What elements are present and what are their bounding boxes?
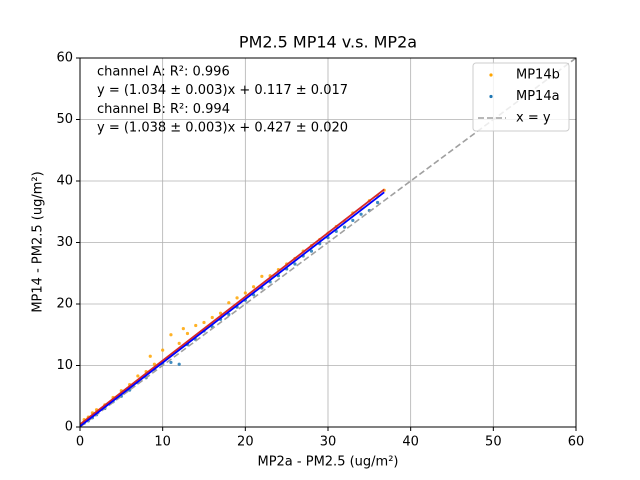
legend-marker [489,73,493,77]
y-axis-label: MP14 - PM2.5 (ug/m²) [31,171,46,312]
point [161,348,165,352]
x-tick-label: 0 [76,435,84,450]
point [185,331,190,336]
y-tick-label: 0 [65,420,73,435]
point [148,354,152,358]
legend-label: MP14b [516,68,560,83]
point [177,341,181,345]
point [359,212,363,216]
point [376,200,380,205]
legend-label: x = y [516,111,551,126]
x-axis-label: MP2a - PM2.5 (ug/m²) [257,455,398,470]
y-tick-label: 60 [56,51,73,66]
point [169,333,173,337]
point [194,323,198,328]
point [152,362,156,366]
annotation: channel B: R²: 0.994 [97,102,230,117]
plot-frame [79,57,577,428]
chart-title: PM2.5 MP14 v.s. MP2a [239,33,417,52]
legend-label: MP14a [516,89,560,104]
point [181,327,185,331]
x-tick-label: 20 [237,435,254,450]
point [169,360,173,365]
point [218,311,223,315]
fit-line [79,191,385,427]
point [309,249,314,253]
point [260,274,264,278]
point [227,301,231,305]
point [342,225,347,229]
point [202,320,206,325]
x-tick-label: 50 [485,435,502,450]
point [235,296,239,300]
y-tick-label: 10 [56,358,73,373]
point [293,262,297,266]
y-tick-label: 50 [56,112,73,127]
annotation: channel A: R²: 0.996 [97,65,230,80]
legend-box [472,62,570,132]
point [210,315,214,320]
legend-marker [489,94,493,99]
point [351,218,355,222]
fit-line [79,188,385,426]
point [227,312,231,317]
annotation: y = (1.038 ± 0.003)x + 0.427 ± 0.020 [97,121,348,136]
x-tick-label: 60 [568,435,585,450]
point [136,374,140,378]
y-tick-label: 20 [56,297,73,312]
x-tick-label: 40 [402,435,419,450]
y-tick-label: 40 [56,174,73,189]
y-tick-label: 30 [56,235,73,250]
point [177,362,181,366]
annotation: y = (1.034 ± 0.003)x + 0.117 ± 0.017 [97,83,348,98]
x-tick-label: 30 [320,435,337,450]
point [243,291,247,295]
point [252,285,256,289]
x-tick-label: 10 [154,435,171,450]
